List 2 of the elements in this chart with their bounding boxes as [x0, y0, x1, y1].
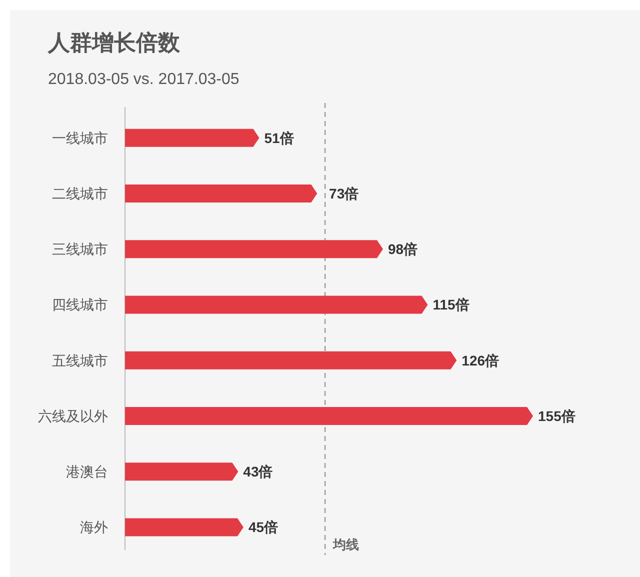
subtitle: 2018.03-05 vs. 2017.03-05: [48, 71, 240, 88]
title: 人群增长倍数: [48, 30, 180, 55]
